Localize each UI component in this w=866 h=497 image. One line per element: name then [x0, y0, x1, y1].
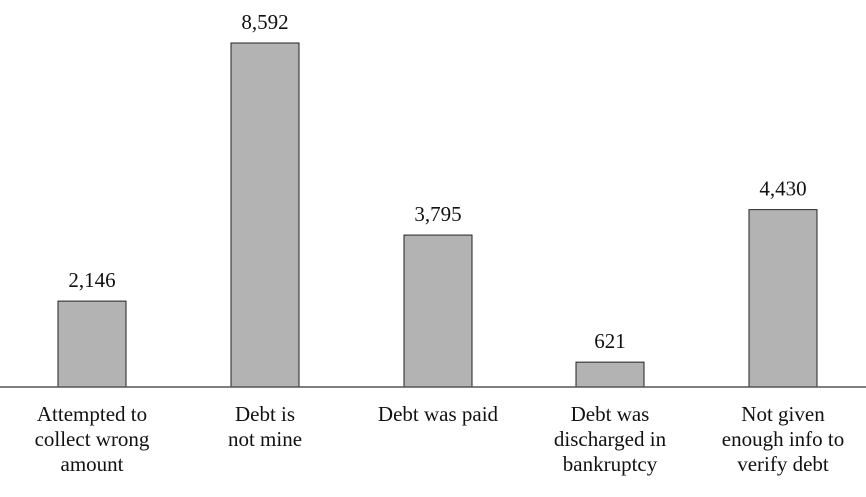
category-label-line: bankruptcy	[563, 452, 658, 476]
category-label-line: Debt is	[235, 402, 295, 426]
category-label-line: collect wrong	[35, 427, 150, 451]
category-labels-layer: Attempted to collect wrong amount Debt is no…	[35, 402, 845, 476]
bar-3	[403, 234, 473, 388]
category-label-2: Debt is not mine	[228, 402, 302, 451]
category-label-3: Debt was paid	[378, 402, 499, 426]
category-label-line: Debt was	[571, 402, 650, 426]
bars-layer	[57, 42, 818, 388]
bar-4	[575, 361, 645, 388]
bar-5	[748, 209, 818, 388]
value-labels-layer: 2,146 8,592 3,795 621 4,430	[68, 10, 806, 353]
category-label-1: Attempted to collect wrong amount	[35, 402, 150, 476]
value-label-3: 3,795	[414, 202, 461, 226]
bar-2	[230, 42, 300, 388]
category-label-line: verify debt	[737, 452, 829, 476]
value-label-5: 4,430	[759, 177, 806, 201]
category-label-line: Not given	[741, 402, 825, 426]
category-label-5: Not given enough info to verify debt	[722, 402, 844, 476]
value-label-2: 8,592	[241, 10, 288, 34]
category-label-line: Debt was paid	[378, 402, 499, 426]
category-label-line: not mine	[228, 427, 302, 451]
category-label-line: enough info to	[722, 427, 844, 451]
value-label-4: 621	[594, 329, 626, 353]
bar-1	[57, 300, 127, 388]
value-label-1: 2,146	[68, 268, 115, 292]
category-label-line: Attempted to	[37, 402, 147, 426]
category-label-line: amount	[61, 452, 124, 476]
category-label-line: discharged in	[554, 427, 667, 451]
category-label-4: Debt was discharged in bankruptcy	[554, 402, 667, 476]
